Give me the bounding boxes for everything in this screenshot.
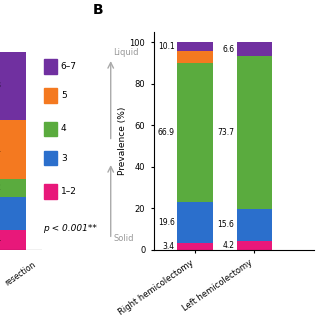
Bar (236, 209, 272, 241)
Text: 6–7: 6–7 (61, 62, 77, 71)
Bar (177, 42, 213, 51)
Text: 19.6: 19.6 (158, 218, 175, 227)
Text: resection: resection (4, 260, 38, 287)
Text: 3: 3 (61, 154, 67, 163)
Text: p < 0.001**: p < 0.001** (43, 224, 96, 233)
Bar (44, 88, 57, 103)
Text: Liquid: Liquid (114, 48, 139, 57)
Text: 7.1: 7.1 (0, 145, 1, 154)
Text: 4.2: 4.2 (222, 241, 234, 250)
Bar (236, 241, 272, 250)
Bar (0, 230, 26, 250)
Text: 10.1: 10.1 (158, 42, 175, 51)
Text: 73.7: 73.7 (217, 128, 234, 137)
Bar (177, 63, 213, 202)
Bar (44, 184, 57, 199)
Text: 2.2: 2.2 (0, 183, 1, 192)
Text: 5: 5 (61, 91, 67, 100)
Bar (0, 197, 26, 230)
Bar (44, 122, 57, 136)
Bar (177, 51, 213, 63)
Text: 2.4: 2.4 (0, 235, 1, 244)
Text: 8.3: 8.3 (0, 81, 1, 90)
Bar (177, 202, 213, 243)
Bar (0, 120, 26, 179)
Text: 4: 4 (61, 124, 67, 133)
Bar (44, 59, 57, 74)
Bar (44, 151, 57, 165)
Text: B: B (93, 3, 103, 17)
Text: 4.0: 4.0 (0, 209, 1, 218)
Text: 1–2: 1–2 (61, 187, 77, 196)
Bar (177, 243, 213, 250)
Text: 3.4: 3.4 (163, 242, 175, 251)
Text: 15.6: 15.6 (217, 220, 234, 229)
Bar (0, 179, 26, 197)
Text: 6.6: 6.6 (222, 44, 234, 53)
Text: 66.9: 66.9 (158, 128, 175, 137)
Y-axis label: Prevalence (%): Prevalence (%) (118, 107, 127, 175)
Text: Solid: Solid (114, 234, 134, 243)
Bar (236, 56, 272, 209)
Bar (236, 42, 272, 56)
Bar (0, 52, 26, 120)
